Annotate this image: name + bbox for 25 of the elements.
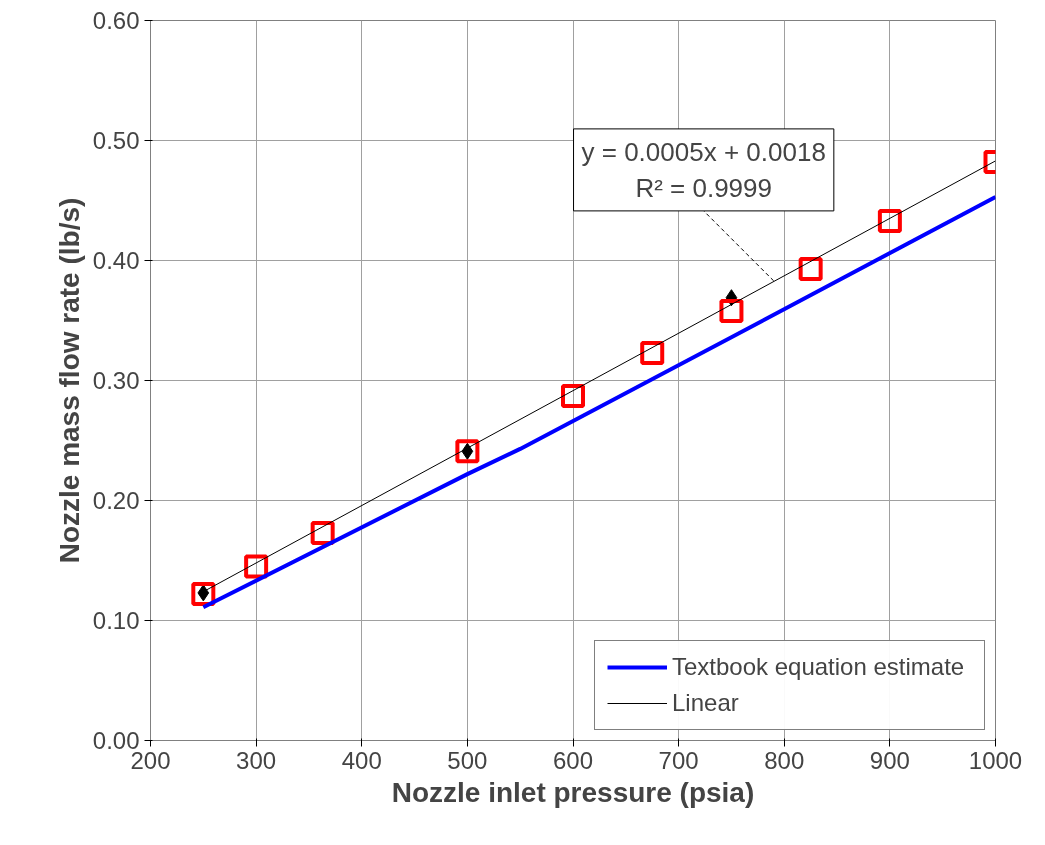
x-tick-label: 300	[236, 746, 277, 774]
x-tick-label: 700	[658, 746, 699, 774]
y-axis-title: Nozzle mass flow rate (lb/s)	[53, 197, 85, 564]
y-tick-label: 0.40	[92, 247, 140, 274]
x-tick-label: 400	[341, 746, 382, 774]
x-tick-label: 1000	[968, 746, 1023, 774]
y-tick-label: 0.50	[92, 127, 140, 154]
point	[877, 208, 902, 233]
annotation: y = 0.0005x + 0.0018 R² = 0.9999	[581, 136, 826, 203]
x-tick-label: 900	[869, 746, 910, 774]
point	[719, 298, 744, 323]
y-tick-label: 0.20	[92, 487, 140, 514]
legend-label: Linear	[672, 689, 740, 717]
x-axis-title: Nozzle inlet pressure (psia)	[391, 776, 755, 808]
x-tick-label: 800	[764, 746, 805, 774]
x-tick-label: 600	[552, 746, 594, 774]
x-tick-label: 500	[447, 746, 488, 774]
point	[455, 439, 480, 464]
point	[640, 340, 665, 365]
y-tick-label: 0.10	[92, 607, 140, 634]
y-tick-label: 0.30	[92, 367, 140, 394]
y-tick-label: 0.60	[92, 7, 140, 34]
legend-label: Textbook equation estimate	[672, 653, 966, 681]
point	[798, 256, 823, 281]
point	[561, 384, 585, 409]
